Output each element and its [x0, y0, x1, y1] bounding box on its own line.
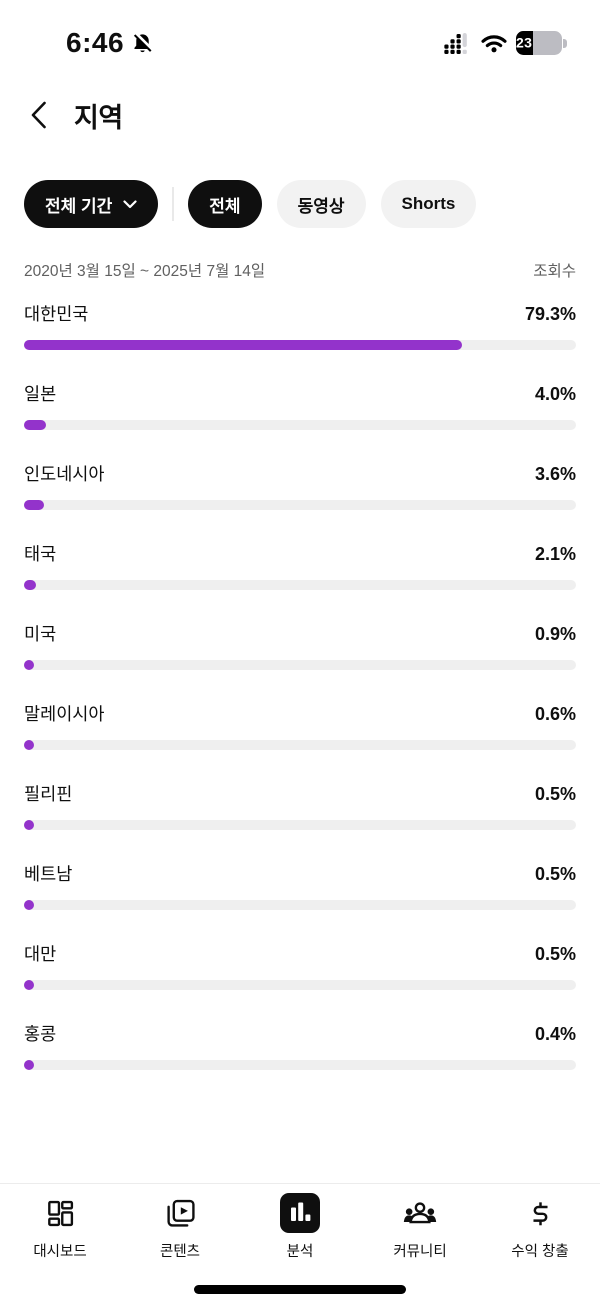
region-percentage: 3.6%	[534, 464, 576, 484]
bar-fill	[24, 740, 34, 750]
bar-fill	[24, 1060, 34, 1070]
bar-fill	[24, 580, 36, 590]
region-percentage: 0.6%	[534, 704, 576, 724]
bar-track	[24, 340, 576, 350]
tab-label: 대시보드	[33, 1244, 87, 1260]
filter-chips: 전체 기간 전체 동영상 Shorts	[0, 180, 600, 228]
bar-track	[24, 580, 576, 590]
region-percentage: 2.1%	[534, 544, 576, 564]
region-percentage: 0.5%	[534, 944, 576, 964]
period-filter-label: 전체 기간	[45, 196, 113, 216]
bar-track	[24, 980, 576, 990]
tab-label: 콘텐츠	[159, 1244, 201, 1260]
clock: 6:46	[66, 27, 125, 58]
tab-label: 수익 창출	[511, 1244, 569, 1260]
bottom-tab-bar: 대시보드 콘텐츠	[0, 1183, 600, 1304]
battery-fill	[516, 31, 534, 55]
region-percentage: 4.0%	[534, 384, 576, 404]
wifi-icon	[481, 34, 507, 53]
region-percentage: 0.5%	[534, 864, 576, 884]
bar-fill	[24, 900, 34, 910]
battery-icon: 23	[516, 31, 568, 55]
back-button[interactable]	[24, 98, 52, 132]
region-row: 대만 0.5%	[24, 941, 576, 990]
chip-label: 동영상	[297, 196, 345, 216]
region-row: 일본 4.0%	[24, 381, 576, 430]
region-name: 필리핀	[24, 784, 73, 804]
dashboard-icon	[46, 1193, 75, 1233]
region-name: 일본	[24, 384, 57, 404]
region-name: 대만	[24, 944, 57, 964]
region-name: 말레이시아	[24, 704, 105, 724]
region-row: 필리핀 0.5%	[24, 781, 576, 830]
chip-label: Shorts	[401, 194, 456, 213]
content-filter-shorts-chip[interactable]: Shorts	[380, 180, 477, 228]
region-name: 베트남	[24, 864, 73, 884]
bar-track	[24, 740, 576, 750]
region-name: 미국	[24, 624, 57, 644]
tab-label: 커뮤니티	[393, 1244, 447, 1260]
tab-label: 분석	[286, 1244, 314, 1260]
meta-row: 2020년 3월 15일 ~ 2025년 7월 14일 조회수	[0, 259, 600, 281]
region-row: 미국 0.9%	[24, 621, 576, 670]
metric-label: 조회수	[533, 263, 576, 280]
period-filter-chip[interactable]: 전체 기간	[24, 180, 159, 228]
region-list: 대한민국 79.3% 일본 4.0% 인도네시아 3.6%	[0, 301, 600, 1070]
chip-label: 전체	[209, 196, 241, 216]
region-name: 대한민국	[24, 304, 89, 324]
bar-fill	[24, 820, 34, 830]
home-indicator[interactable]	[194, 1285, 406, 1294]
bar-fill	[24, 340, 462, 350]
tab-monetization[interactable]: 수익 창출	[480, 1193, 600, 1261]
region-percentage: 0.5%	[534, 784, 576, 804]
region-name: 홍콩	[24, 1024, 57, 1044]
bar-track	[24, 820, 576, 830]
content-filter-videos-chip[interactable]: 동영상	[276, 180, 366, 228]
region-percentage: 0.4%	[534, 1024, 576, 1044]
analytics-icon-selected	[280, 1193, 320, 1233]
page-title: 지역	[74, 102, 123, 133]
bar-track	[24, 660, 576, 670]
bar-fill	[24, 660, 34, 670]
status-bar: 6:46	[0, 0, 600, 70]
tab-community[interactable]: 커뮤니티	[360, 1193, 480, 1261]
date-range: 2020년 3월 15일 ~ 2025년 7월 14일	[24, 263, 266, 280]
tab-content[interactable]: 콘텐츠	[120, 1193, 240, 1261]
content-filter-all-chip[interactable]: 전체	[188, 180, 262, 228]
cellular-signal-icon	[444, 32, 472, 54]
region-row: 말레이시아 0.6%	[24, 701, 576, 750]
monetization-icon	[527, 1193, 554, 1233]
community-icon	[403, 1193, 437, 1233]
bar-track	[24, 900, 576, 910]
region-row: 베트남 0.5%	[24, 861, 576, 910]
bar-track	[24, 420, 576, 430]
region-name: 인도네시아	[24, 464, 105, 484]
bar-fill	[24, 500, 44, 510]
region-name: 태국	[24, 544, 57, 564]
tab-analytics[interactable]: 분석	[240, 1193, 360, 1261]
region-row: 태국 2.1%	[24, 541, 576, 590]
bar-fill	[24, 980, 34, 990]
region-percentage: 0.9%	[534, 624, 576, 644]
content-icon	[165, 1193, 196, 1233]
region-row: 홍콩 0.4%	[24, 1021, 576, 1070]
bar-track	[24, 1060, 576, 1070]
chip-divider	[172, 187, 175, 221]
notifications-muted-bell-icon	[131, 31, 154, 55]
battery-percentage: 23	[516, 34, 533, 51]
tab-dashboard[interactable]: 대시보드	[0, 1193, 120, 1261]
bar-track	[24, 500, 576, 510]
region-row: 대한민국 79.3%	[24, 301, 576, 350]
chevron-down-icon	[123, 199, 137, 209]
region-percentage: 79.3%	[524, 304, 576, 324]
region-row: 인도네시아 3.6%	[24, 461, 576, 510]
header: 지역	[0, 92, 600, 138]
bar-fill	[24, 420, 47, 430]
